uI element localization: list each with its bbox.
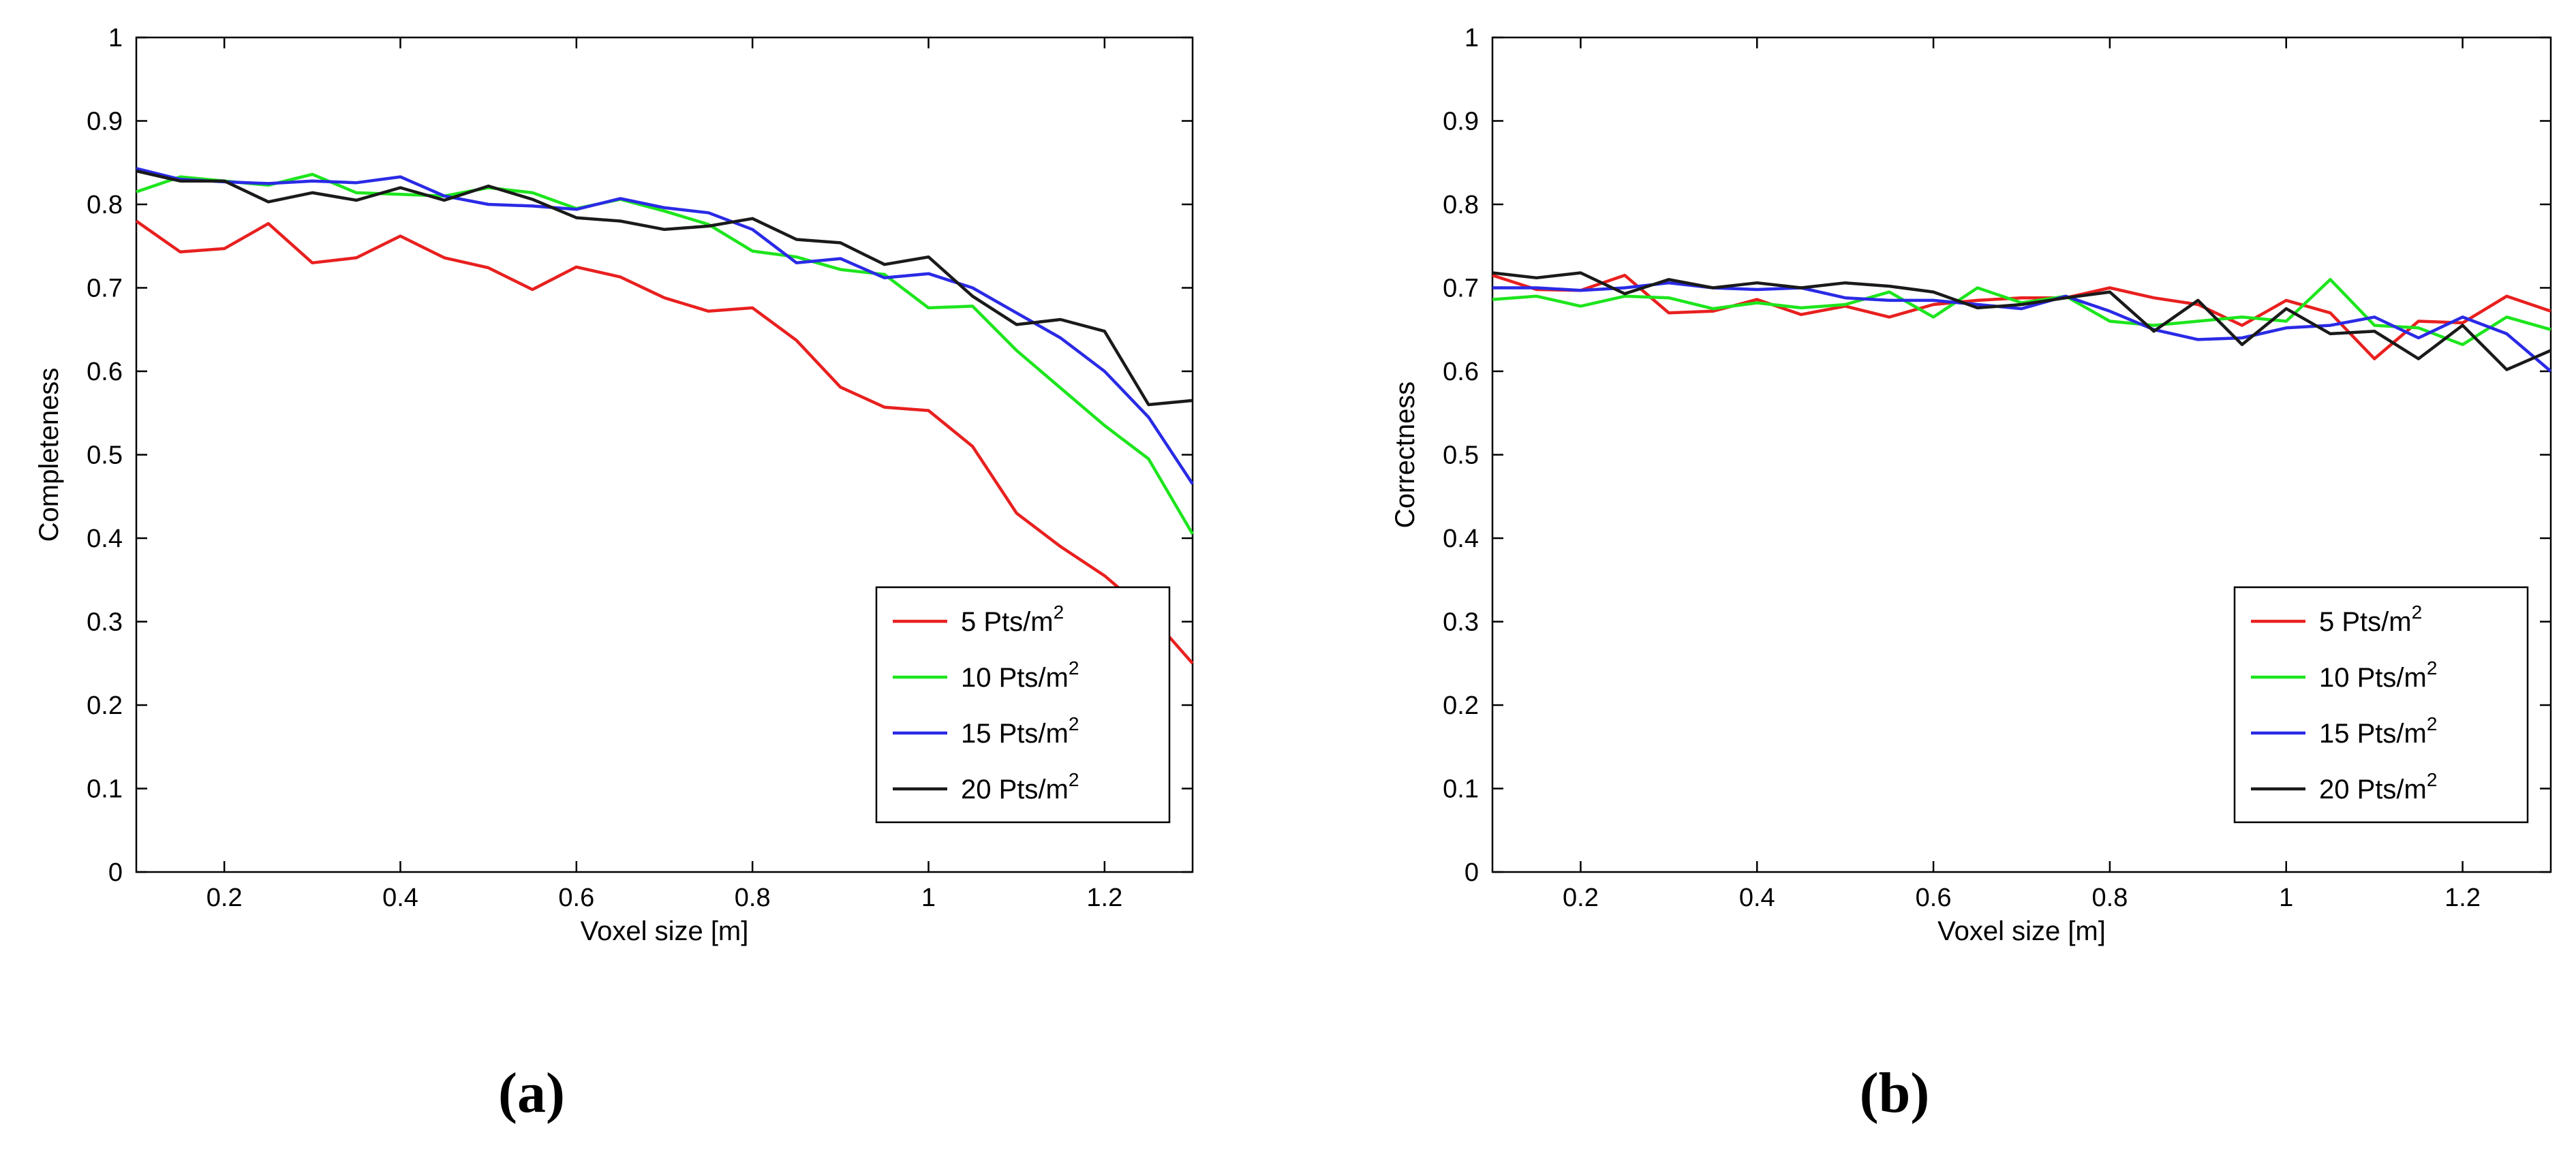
legend-label-superscript: 2 — [1069, 657, 1079, 679]
legend-item: 5 Pts/m2 — [2251, 602, 2422, 637]
y-tick-label: 0.9 — [1443, 108, 1479, 136]
y-tick-label: 0.6 — [1443, 358, 1479, 386]
legend-label: 10 Pts/m2 — [961, 657, 1079, 693]
legend-item: 20 Pts/m2 — [2251, 769, 2437, 805]
y-tick-label: 0.5 — [87, 441, 123, 470]
y-tick-label: 0.7 — [1443, 275, 1479, 303]
legend-label: 15 Pts/m2 — [2319, 713, 2437, 749]
y-tick-label: 1 — [108, 24, 123, 52]
series-line-2 — [136, 172, 1194, 535]
y-tick-label: 0 — [108, 858, 123, 887]
legend-label-text: 10 Pts/m — [2319, 663, 2427, 693]
legend-label: 10 Pts/m2 — [2319, 657, 2437, 693]
legend-item: 5 Pts/m2 — [893, 602, 1064, 637]
y-tick-label: 0.8 — [1443, 191, 1479, 219]
series-line-4 — [1492, 271, 2551, 371]
legend-item: 10 Pts/m2 — [2251, 657, 2437, 693]
x-tick-label: 1 — [2279, 884, 2293, 912]
legend-label-superscript: 2 — [2427, 713, 2438, 734]
x-tick-label: 0.8 — [2092, 884, 2128, 912]
y-tick-label: 0.2 — [1443, 691, 1479, 720]
legend-label-text: 10 Pts/m — [961, 663, 1069, 693]
legend-label-text: 15 Pts/m — [2319, 719, 2427, 749]
legend-box — [875, 586, 1171, 824]
x-tick-label: 1.2 — [2444, 884, 2481, 912]
legend-label: 5 Pts/m2 — [2319, 602, 2422, 637]
legend-item: 20 Pts/m2 — [893, 769, 1079, 805]
legend-label-superscript: 2 — [2412, 602, 2423, 623]
legend-label-text: 20 Pts/m — [2319, 775, 2427, 805]
y-tick-label: 0.4 — [1443, 525, 1479, 553]
y-tick-label: 0 — [1465, 858, 1479, 887]
legend-label-superscript: 2 — [2427, 769, 2438, 790]
series-line-4 — [136, 169, 1193, 407]
y-tick-label: 0.8 — [87, 191, 123, 219]
y-axis-label: Correctness — [1390, 382, 1420, 529]
y-tick-label: 1 — [1465, 24, 1479, 52]
legend-label: 5 Pts/m2 — [961, 602, 1064, 637]
legend-label: 15 Pts/m2 — [961, 713, 1079, 749]
legend-label: 20 Pts/m2 — [961, 769, 1079, 805]
legend-item: 15 Pts/m2 — [2251, 713, 2437, 749]
x-tick-label: 0.6 — [558, 884, 594, 912]
legend-label-superscript: 2 — [2427, 657, 2438, 679]
series-line-2 — [1492, 278, 2551, 347]
x-tick-label: 0.4 — [382, 884, 418, 912]
legend-label-text: 5 Pts/m — [961, 607, 1054, 637]
y-tick-label: 0.3 — [87, 608, 123, 637]
legend-item: 10 Pts/m2 — [893, 657, 1079, 693]
series-line-3 — [136, 167, 1194, 485]
legend-label: 20 Pts/m2 — [2319, 769, 2437, 805]
x-axis-label: Voxel size [m] — [581, 916, 749, 946]
series-line-1 — [135, 219, 1194, 665]
y-axis-label: Completeness — [34, 368, 64, 542]
y-tick-label: 0.2 — [87, 691, 123, 720]
series-line-3 — [1492, 281, 2552, 373]
x-tick-label: 0.8 — [735, 884, 771, 912]
y-tick-label: 0.6 — [87, 358, 123, 386]
x-tick-label: 0.2 — [1563, 884, 1599, 912]
y-tick-label: 0.3 — [1443, 608, 1479, 637]
y-tick-label: 0.1 — [1443, 775, 1479, 804]
panel-label: (b) — [1860, 1061, 1930, 1125]
x-tick-label: 0.4 — [1739, 884, 1775, 912]
y-tick-label: 0.5 — [1443, 441, 1479, 470]
y-tick-label: 0.4 — [87, 525, 123, 553]
x-tick-label: 0.2 — [206, 884, 243, 912]
legend-label-superscript: 2 — [1069, 713, 1079, 734]
x-tick-label: 0.6 — [1916, 884, 1952, 912]
legend-label-superscript: 2 — [1069, 769, 1079, 790]
y-tick-label: 0.9 — [87, 108, 123, 136]
legend-label-superscript: 2 — [1054, 602, 1064, 623]
panel-label: (a) — [498, 1061, 565, 1125]
legend-box — [2233, 586, 2529, 824]
chart-panel-b: 0 0.1 0.2 0.3 0.4 0.5 0.6 0.7 0.8 0.9 1 0.2 0.4 0.6 0.… — [1390, 24, 2552, 1125]
y-tick-label: 0.1 — [87, 775, 123, 804]
legend-label-text: 5 Pts/m — [2319, 607, 2412, 637]
legend-label-text: 15 Pts/m — [961, 719, 1069, 749]
x-tick-label: 1 — [921, 884, 936, 912]
chart-panel-a: 0 0.1 0.2 0.3 0.4 0.5 0.6 0.7 0.8 0.9 1 0.2 0.4 0.6 0.… — [34, 24, 1194, 1125]
x-axis-label: Voxel size [m] — [1937, 916, 2106, 946]
legend-label-text: 20 Pts/m — [961, 775, 1069, 805]
series-line-1 — [1492, 273, 2551, 360]
y-tick-label: 0.7 — [87, 275, 123, 303]
x-tick-label: 1.2 — [1086, 884, 1122, 912]
legend-item: 15 Pts/m2 — [893, 713, 1079, 749]
